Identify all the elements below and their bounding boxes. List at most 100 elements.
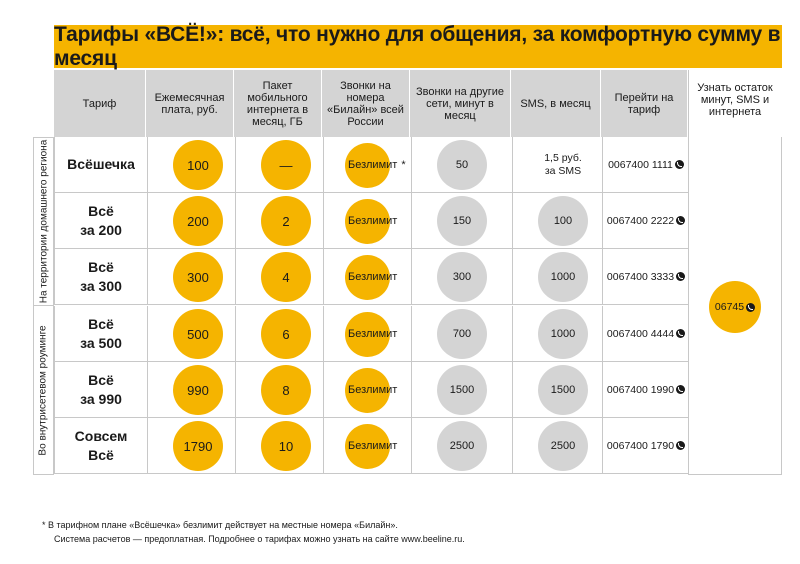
side-label-home: На территории домашнего региона — [33, 137, 54, 306]
internet-value: 10 — [278, 438, 294, 454]
fee-circle: 500 — [173, 309, 223, 359]
header-fee: Ежемесячная плата, руб. — [146, 70, 234, 137]
calls-other-value: 300 — [452, 271, 472, 283]
internet-value: — — [279, 157, 293, 173]
tariff-name-line-1: Всё — [88, 315, 114, 332]
calls-other-value: 50 — [455, 159, 469, 171]
fee-value: 1790 — [183, 438, 213, 454]
switch-tariff-code[interactable]: 0067400 3333 — [603, 249, 689, 304]
table-row: Всё за 990 990 8 Безлимит 1500 1500 0067400 199… — [54, 362, 688, 418]
unlimited-circle — [345, 255, 390, 300]
header-internet: Пакет мобильного интернета в месяц, ГБ — [234, 70, 322, 137]
fee-circle: 300 — [173, 252, 223, 302]
switch-code-value: 0067400 2222 — [606, 214, 675, 227]
switch-tariff-code[interactable]: 0067400 2222 — [603, 193, 689, 248]
sms-price-line-1: 1,5 руб. — [544, 151, 582, 164]
calls-other-value: 1500 — [449, 384, 475, 396]
page-title: Тарифы «ВСЁ!»: всё, что нужно для общени… — [54, 22, 782, 70]
footnote-line-2: Система расчетов — предоплатная. Подробн… — [54, 534, 465, 544]
fee-circle: 200 — [173, 196, 223, 246]
tariff-name-line-2: за 300 — [80, 277, 122, 294]
fee-value: 500 — [187, 326, 209, 342]
internet-circle: 4 — [261, 252, 311, 302]
header-go-to: Перейти на тариф — [601, 70, 688, 137]
calls-beeline-cell: Безлимит — [345, 368, 398, 413]
calls-other-circle: 700 — [437, 309, 487, 359]
phone-icon — [676, 329, 686, 338]
switch-code-value: 0067400 3333 — [606, 270, 675, 283]
tariff-name: Всё за 500 — [55, 306, 147, 361]
tariff-table: Тариф Ежемесячная плата, руб. Пакет моби… — [33, 70, 782, 475]
phone-icon — [676, 272, 686, 281]
tariff-name-line-1: Всё — [88, 202, 114, 219]
calls-other-circle: 1500 — [437, 365, 487, 415]
calls-beeline-cell: Безлимит — [345, 424, 398, 469]
phone-icon — [676, 441, 686, 450]
switch-tariff-code[interactable]: 0067400 4444 — [603, 306, 689, 361]
table-row: Всё за 300 300 4 Безлимит 300 1000 0067400 3333 — [54, 249, 688, 305]
sms-circle: 1500 — [538, 365, 588, 415]
tariff-name-line-2: за 200 — [80, 221, 122, 238]
side-label-roaming: Во внутрисетевом роуминге — [33, 305, 54, 475]
switch-tariff-code[interactable]: 0067400 1990 — [603, 362, 689, 417]
unlimited-circle — [345, 312, 390, 357]
tariff-name: Всё за 990 — [55, 362, 147, 417]
calls-beeline-value: Безлимит — [348, 440, 398, 452]
calls-beeline-value: Безлимит — [348, 384, 398, 396]
internet-circle: 10 — [261, 421, 311, 471]
tariff-name-line-2: Всё — [88, 446, 114, 463]
calls-beeline-cell: Безлимит * — [345, 143, 406, 188]
header-check: Узнать остаток минут, SMS и интернета — [688, 70, 782, 137]
calls-beeline-cell: Безлимит — [345, 255, 398, 300]
footnote: * В тарифном плане «Всёшечка» безлимит д… — [42, 518, 465, 546]
switch-tariff-code[interactable]: 0067400 1790 — [603, 418, 689, 473]
sms-value: 1000 — [550, 271, 576, 283]
calls-beeline-value: Безлимит — [348, 271, 398, 283]
unlimited-circle — [345, 143, 390, 188]
calls-other-circle: 2500 — [437, 421, 487, 471]
calls-beeline-cell: Безлимит — [345, 199, 397, 244]
fee-value: 200 — [187, 213, 209, 229]
tariff-name: Совсем Всё — [55, 418, 147, 473]
switch-code-value: 0067400 1111 — [608, 158, 673, 171]
calls-other-value: 2500 — [449, 440, 475, 452]
calls-beeline-value: Безлимит — [348, 328, 398, 340]
calls-other-circle: 50 — [437, 140, 487, 190]
sms-value: 2500 — [550, 440, 576, 452]
fee-circle: 1790 — [173, 421, 223, 471]
table-row: Всё за 200 200 2 Безлимит 150 100 0067400 2222 — [54, 193, 688, 249]
fee-value: 300 — [187, 269, 209, 285]
internet-circle: — — [261, 140, 311, 190]
calls-other-value: 150 — [452, 215, 472, 227]
phone-icon — [746, 302, 756, 312]
sms-price-text: 1,5 руб. за SMS — [523, 137, 603, 192]
check-column: 06745 — [688, 137, 782, 475]
fee-circle: 100 — [173, 140, 223, 190]
header-sms: SMS, в месяц — [511, 70, 601, 137]
phone-icon — [676, 385, 686, 394]
header-calls-other: Звонки на другие сети, минут в месяц — [410, 70, 511, 137]
footnote-line-1: * В тарифном плане «Всёшечка» безлимит д… — [42, 520, 398, 530]
internet-value: 4 — [282, 269, 290, 285]
internet-value: 8 — [282, 382, 290, 398]
side-label-home-text: На территории домашнего региона — [38, 139, 49, 304]
check-balance-button[interactable]: 06745 — [709, 281, 761, 333]
table-row: Всё за 500 500 6 Безлимит 700 1000 0067400 4444 — [54, 306, 688, 362]
sms-circle: 2500 — [538, 421, 588, 471]
switch-code-value: 0067400 1990 — [606, 383, 675, 396]
tariff-name: Всё за 300 — [55, 249, 147, 304]
tariff-name-line-2: за 500 — [80, 334, 122, 351]
calls-other-circle: 300 — [437, 252, 487, 302]
unlimited-circle — [345, 199, 390, 244]
internet-value: 2 — [282, 213, 290, 229]
sms-value: 1000 — [550, 328, 576, 340]
side-label-roaming-text: Во внутрисетевом роуминге — [38, 324, 49, 456]
header-calls-beeline: Звонки на номера «Билайн» всей России — [322, 70, 410, 137]
check-code: 06745 — [714, 301, 745, 313]
tariff-name: Всё за 200 — [55, 193, 147, 248]
tariff-name-line-1: Всё — [88, 371, 114, 388]
phone-icon — [676, 216, 686, 225]
switch-tariff-code[interactable]: 0067400 1111 — [603, 137, 689, 192]
tariff-name-line-2: за 990 — [80, 390, 122, 407]
sms-circle: 100 — [538, 196, 588, 246]
